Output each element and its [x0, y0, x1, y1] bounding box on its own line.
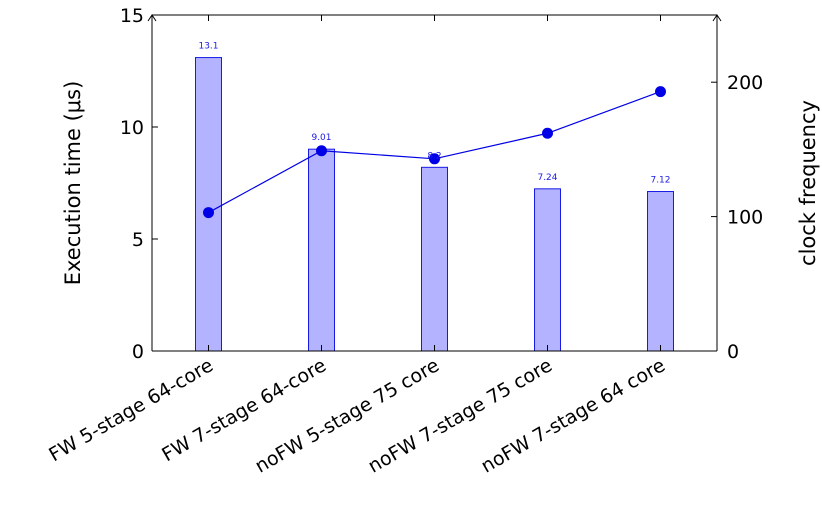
line-point-2 [429, 153, 440, 165]
bar-value-label-4: 7.12 [650, 176, 670, 186]
x-tick-label-3: noFW 7-stage 75 core [364, 354, 556, 477]
y-tick-label-1: 5 [132, 229, 144, 251]
bar-2 [421, 166, 448, 352]
axes-layer [147, 14, 722, 352]
bar-value-label-2: 8.2 [427, 151, 441, 161]
bar-0 [195, 57, 222, 352]
bar-value-label-0: 13.1 [198, 42, 218, 52]
x-tick-label-2: noFW 5-stage 75 core [251, 354, 443, 477]
y2-axis-title: clock frequency [796, 100, 820, 266]
bar-1 [308, 148, 335, 352]
bar-3 [534, 188, 561, 352]
line-layer [203, 86, 666, 219]
y-tick-label-0: 0 [132, 341, 144, 363]
y-axis-title: Execution time (μs) [61, 81, 85, 286]
y2-axis-arrow [712, 14, 722, 22]
y2-tick-label-0: 0 [727, 341, 739, 363]
y2-tick-label-1: 100 [727, 207, 763, 229]
bar-value-label-3: 7.24 [537, 173, 557, 183]
bar-value-label-1: 9.01 [311, 133, 331, 143]
line-point-0 [203, 207, 214, 219]
line-point-4 [655, 86, 666, 98]
bars-layer [195, 57, 674, 352]
bar-4 [647, 191, 674, 352]
line-point-1 [316, 145, 327, 157]
y-tick-label-3: 15 [120, 5, 144, 27]
y-tick-label-2: 10 [120, 117, 144, 139]
line-point-3 [542, 127, 553, 139]
y2-tick-label-2: 200 [727, 72, 763, 94]
x-tick-label-4: noFW 7-stage 64 core [477, 354, 669, 477]
